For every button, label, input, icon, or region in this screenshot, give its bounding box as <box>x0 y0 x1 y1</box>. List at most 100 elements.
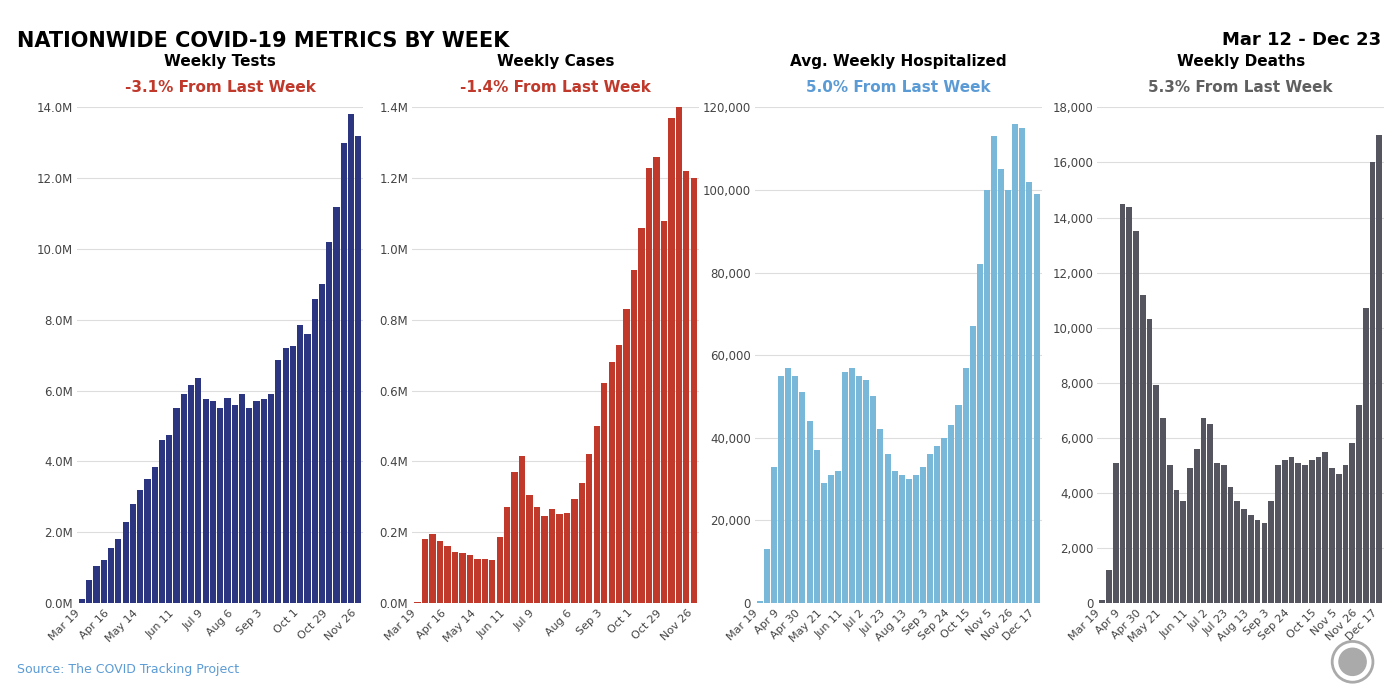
Bar <box>864 380 870 603</box>
Bar <box>1377 135 1383 603</box>
Bar <box>586 455 593 603</box>
Bar <box>414 602 421 603</box>
Bar <box>1363 308 1369 603</box>
Bar <box>1160 419 1166 603</box>
Bar <box>970 326 976 603</box>
Bar <box>892 471 898 603</box>
Bar <box>941 438 948 603</box>
Text: Mar 12 - Dec 23: Mar 12 - Dec 23 <box>1222 31 1381 49</box>
Bar <box>807 421 812 603</box>
Bar <box>144 479 151 603</box>
Bar <box>496 538 503 603</box>
Bar <box>224 398 231 603</box>
Circle shape <box>1339 648 1366 676</box>
Text: Weekly Deaths: Weekly Deaths <box>1177 54 1304 69</box>
Bar <box>1005 190 1011 603</box>
Bar <box>196 378 201 603</box>
Bar <box>617 344 622 603</box>
Bar <box>1248 515 1254 603</box>
Bar <box>1227 487 1233 603</box>
Bar <box>1019 128 1025 603</box>
Bar <box>1033 194 1040 603</box>
Bar <box>1201 419 1206 603</box>
Bar <box>835 471 842 603</box>
Bar <box>130 504 136 603</box>
Bar <box>856 376 863 603</box>
Bar <box>1316 457 1321 603</box>
Bar <box>1261 523 1267 603</box>
Bar <box>289 346 296 603</box>
Bar <box>422 539 428 603</box>
Bar <box>948 426 955 603</box>
Bar <box>646 168 653 603</box>
Bar <box>1153 385 1159 603</box>
Bar <box>1255 520 1261 603</box>
Bar <box>779 376 784 603</box>
Text: 5.3% From Last Week: 5.3% From Last Week <box>1148 80 1334 95</box>
Bar <box>1349 444 1355 603</box>
Bar <box>246 408 253 603</box>
Bar <box>661 220 667 603</box>
Bar <box>1134 231 1139 603</box>
Bar <box>991 137 997 603</box>
Bar <box>1113 462 1118 603</box>
Bar <box>137 490 143 603</box>
Bar <box>927 455 932 603</box>
Bar <box>814 450 819 603</box>
Bar <box>312 299 317 603</box>
Bar <box>963 367 969 603</box>
Bar <box>534 507 540 603</box>
Bar <box>541 516 548 603</box>
Bar <box>675 97 682 603</box>
Bar <box>1167 465 1173 603</box>
Text: -1.4% From Last Week: -1.4% From Last Week <box>460 80 651 95</box>
Text: Weekly Tests: Weekly Tests <box>164 54 277 69</box>
Bar <box>1208 424 1213 603</box>
Bar <box>885 455 891 603</box>
Bar <box>489 561 495 603</box>
Bar <box>601 383 607 603</box>
Bar <box>482 559 488 603</box>
Bar <box>253 401 260 603</box>
Bar <box>203 399 208 603</box>
Bar <box>151 466 158 603</box>
Bar <box>786 367 791 603</box>
Bar <box>512 472 517 603</box>
Bar <box>348 114 354 603</box>
Bar <box>429 534 436 603</box>
Bar <box>1329 468 1335 603</box>
Bar <box>1282 459 1288 603</box>
Bar <box>594 426 600 603</box>
Bar <box>115 539 122 603</box>
Bar <box>326 242 333 603</box>
Bar <box>159 440 165 603</box>
Bar <box>282 348 289 603</box>
Bar <box>549 509 555 603</box>
Bar <box>173 408 179 603</box>
Bar <box>1241 509 1247 603</box>
Bar <box>906 479 911 603</box>
Bar <box>1234 501 1240 603</box>
Bar <box>1323 452 1328 603</box>
Bar <box>668 118 675 603</box>
Text: Weekly Cases: Weekly Cases <box>496 54 615 69</box>
Bar <box>187 385 194 603</box>
Bar <box>828 475 833 603</box>
Bar <box>849 367 856 603</box>
Bar <box>527 495 533 603</box>
Bar <box>305 334 310 603</box>
Bar <box>608 362 615 603</box>
Bar <box>913 475 918 603</box>
Text: NATIONWIDE COVID-19 METRICS BY WEEK: NATIONWIDE COVID-19 METRICS BY WEEK <box>17 31 509 51</box>
Bar <box>556 514 562 603</box>
Bar <box>519 456 526 603</box>
Bar <box>87 580 92 603</box>
Bar <box>899 475 905 603</box>
Bar <box>1289 457 1295 603</box>
Text: -3.1% From Last Week: -3.1% From Last Week <box>124 80 316 95</box>
Bar <box>842 371 849 603</box>
Bar <box>123 522 129 603</box>
Bar <box>1180 501 1186 603</box>
Bar <box>355 136 362 603</box>
Bar <box>467 555 473 603</box>
